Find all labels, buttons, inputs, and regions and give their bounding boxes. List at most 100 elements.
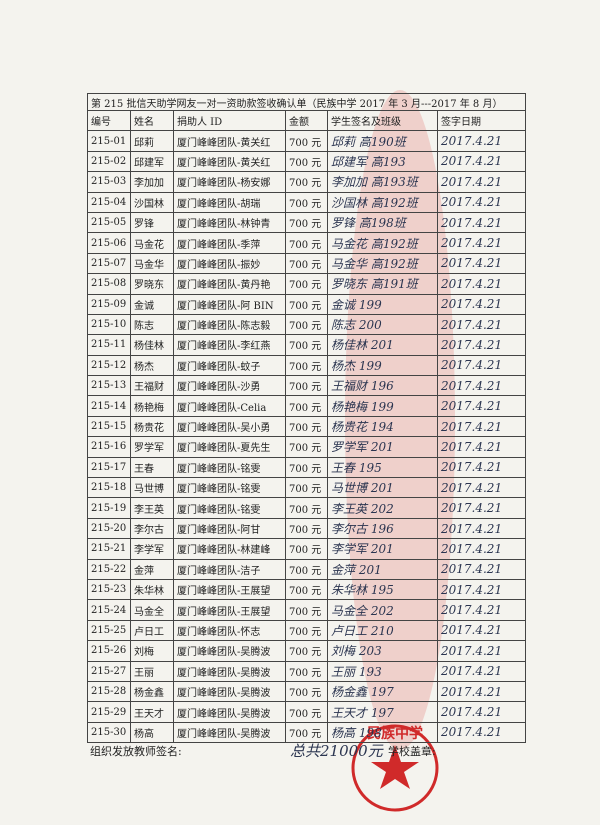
title-row: 第 215 批信天助学网友一对一资助款签收确认单（民族中学 2017 年 3 月… — [86, 93, 527, 111]
row-id: 215-21 — [87, 538, 131, 560]
sign-date: 2017.4.21 — [436, 232, 527, 254]
row-id: 215-25 — [87, 619, 131, 642]
student-signature: 李尔古 196 — [327, 517, 438, 540]
doc-title: 第 215 批信天助学网友一对一资助款签收确认单（民族中学 2017 年 3 月… — [86, 93, 527, 111]
receipt-table: 第 215 批信天助学网友一对一资助款签收确认单（民族中学 2017 年 3 月… — [86, 93, 527, 744]
student-name: 刘梅 — [130, 640, 174, 662]
student-name: 朱华林 — [130, 578, 174, 601]
row-id: 215-27 — [87, 660, 131, 682]
table-row: 215-02 邱建军 厦门峰峰团队-黄关红 700 元邱建军 高193 2017.4.2… — [87, 150, 527, 173]
sign-date: 2017.4.21 — [436, 313, 527, 336]
column-header: 金额 — [285, 109, 328, 132]
total-note: 总共21000元 — [290, 742, 383, 760]
row-id: 215-26 — [87, 640, 131, 662]
student-signature: 李加加 高193班 — [327, 171, 438, 193]
amount: 700 元 — [285, 538, 328, 560]
student-signature: 朱华林 195 — [327, 578, 438, 601]
student-name: 王天才 — [130, 701, 174, 723]
column-header: 捐助人 ID — [173, 109, 286, 132]
student-name: 马金花 — [130, 232, 174, 254]
student-name: 杨佳林 — [130, 334, 174, 356]
row-id: 215-05 — [87, 211, 131, 234]
sign-date: 2017.4.21 — [436, 701, 527, 723]
row-id: 215-06 — [87, 232, 131, 254]
student-name: 杨杰 — [130, 354, 174, 377]
table-row: 215-09 金诚 厦门峰峰团队-阿 BIN 700 元金诚 199 2017.4.21 — [87, 293, 527, 315]
row-id: 215-08 — [87, 273, 131, 295]
row-id: 215-02 — [87, 150, 131, 173]
student-signature: 李王英 202 — [327, 497, 438, 519]
row-id: 215-28 — [87, 680, 131, 703]
donor-id: 厦门峰峰团队-李红燕 — [173, 334, 286, 356]
student-name: 王春 — [130, 456, 174, 479]
table-row: 215-29 王天才 厦门峰峰团队-吴腾波 700 元王天才 197 2017.4.21 — [87, 701, 527, 723]
teacher-label: 组织发放教师签名: — [90, 745, 182, 758]
donor-id: 厦门峰峰团队-振妙 — [173, 252, 286, 275]
student-name: 邱建军 — [130, 150, 174, 173]
student-name: 沙国林 — [130, 191, 174, 213]
table-row: 215-16 罗学军 厦门峰峰团队-夏先生 700 元罗学军 201 2017.4.21 — [87, 436, 527, 458]
row-id: 215-04 — [87, 191, 131, 213]
sign-date: 2017.4.21 — [436, 211, 527, 234]
donor-id: 厦门峰峰团队-黄关红 — [173, 130, 286, 152]
donor-id: 厦门峰峰团队-杨安娜 — [173, 171, 286, 193]
sign-date: 2017.4.21 — [436, 395, 527, 417]
student-signature: 王丽 193 — [327, 660, 438, 682]
sign-date: 2017.4.21 — [436, 578, 527, 601]
amount: 700 元 — [285, 211, 328, 234]
student-signature: 马金花 高192班 — [327, 232, 438, 254]
sign-date: 2017.4.21 — [436, 334, 527, 356]
row-id: 215-29 — [87, 701, 131, 723]
row-id: 215-18 — [87, 477, 131, 499]
table-row: 215-20 李尔古 厦门峰峰团队-阿甘 700 元李尔古 196 2017.4.21 — [87, 517, 527, 540]
donor-id: 厦门峰峰团队-沙勇 — [173, 375, 286, 397]
student-name: 杨艳梅 — [130, 395, 174, 417]
student-name: 罗学军 — [130, 436, 174, 458]
table-row: 215-19 李王英 厦门峰峰团队-铭雯 700 元李王英 202 2017.4.21 — [87, 497, 527, 519]
student-signature: 李学军 201 — [327, 538, 438, 560]
sign-date: 2017.4.21 — [436, 660, 527, 682]
table-row: 215-07 马金华 厦门峰峰团队-振妙 700 元马金华 高192班 2017.4.2… — [87, 252, 527, 275]
table-row: 215-25 卢日工 厦门峰峰团队-怀志 700 元卢日工 210 2017.4.21 — [87, 619, 527, 642]
donor-id: 厦门峰峰团队-洁子 — [173, 558, 286, 580]
amount: 700 元 — [285, 497, 328, 519]
donor-id: 厦门峰峰团队-阿甘 — [173, 517, 286, 540]
row-id: 215-07 — [87, 252, 131, 275]
table-row: 215-22 金萍 厦门峰峰团队-洁子 700 元金萍 201 2017.4.21 — [87, 558, 527, 580]
donor-id: 厦门峰峰团队-吴腾波 — [173, 660, 286, 682]
donor-id: 厦门峰峰团队-王展望 — [173, 578, 286, 601]
row-id: 215-23 — [87, 578, 131, 601]
amount: 700 元 — [285, 578, 328, 601]
student-signature: 罗锋 高198班 — [327, 211, 438, 234]
student-signature: 金萍 201 — [327, 558, 438, 580]
donor-id: 厦门峰峰团队-吴腾波 — [173, 721, 286, 744]
student-signature: 邱莉 高190班 — [327, 130, 438, 152]
sign-date: 2017.4.21 — [436, 477, 527, 499]
amount: 700 元 — [285, 150, 328, 173]
student-name: 李加加 — [130, 171, 174, 193]
student-signature: 王春 195 — [327, 456, 438, 479]
amount: 700 元 — [285, 619, 328, 642]
amount: 700 元 — [285, 415, 328, 438]
student-signature: 杨佳林 201 — [327, 334, 438, 356]
row-id: 215-14 — [87, 395, 131, 417]
table-body: 第 215 批信天助学网友一对一资助款签收确认单（民族中学 2017 年 3 月… — [86, 93, 527, 744]
student-signature: 杨贵花 194 — [327, 415, 438, 438]
amount: 700 元 — [285, 701, 328, 723]
sign-date: 2017.4.21 — [436, 436, 527, 458]
sign-date: 2017.4.21 — [436, 293, 527, 315]
student-name: 杨金鑫 — [130, 680, 174, 703]
donor-id: 厦门峰峰团队-黄关红 — [173, 150, 286, 173]
donor-id: 厦门峰峰团队-胡瑞 — [173, 191, 286, 213]
amount: 700 元 — [285, 660, 328, 682]
table-row: 215-28 杨金鑫 厦门峰峰团队-吴腾波 700 元杨金鑫 197 2017.4.21 — [87, 680, 527, 703]
student-signature: 马金华 高192班 — [327, 252, 438, 275]
student-signature: 王福财 196 — [327, 375, 438, 397]
student-name: 杨高 — [130, 721, 174, 744]
donor-id: 厦门峰峰团队-铭雯 — [173, 497, 286, 519]
table-row: 215-12 杨杰 厦门峰峰团队-蚊子 700 元杨杰 199 2017.4.21 — [87, 354, 527, 377]
column-header: 姓名 — [130, 109, 174, 132]
donor-id: 厦门峰峰团队-Celia — [173, 395, 286, 417]
table-row: 215-05 罗锋 厦门峰峰团队-林钟青 700 元罗锋 高198班 2017.4.21 — [87, 211, 527, 234]
